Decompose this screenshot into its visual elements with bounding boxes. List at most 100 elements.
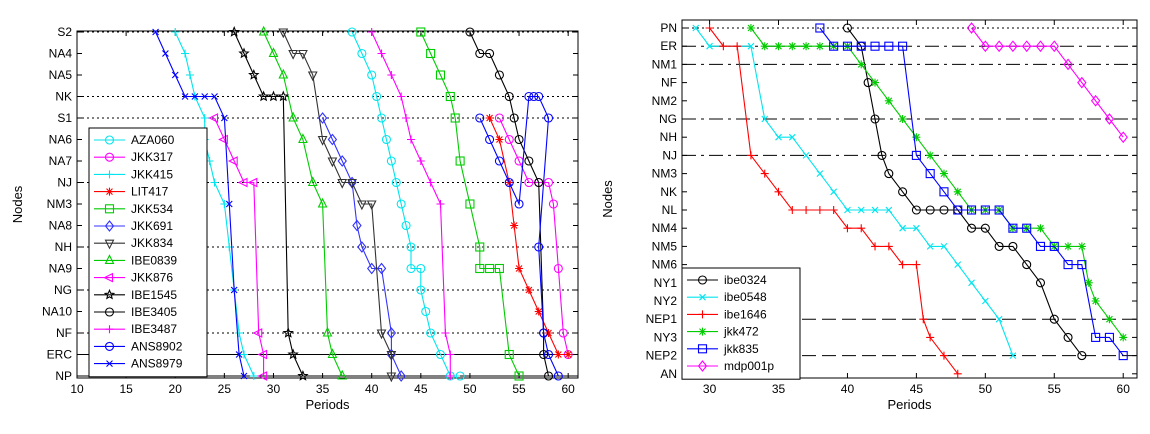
legend: ibe0324 ibe0548 ibe1646 jkk472 jkk835 mdp001p: [681, 267, 801, 380]
data-point: [1036, 224, 1045, 233]
y-tick-label: NM2: [652, 94, 678, 108]
data-point: [1077, 242, 1086, 251]
series-JKK534: [416, 27, 524, 381]
legend-entry: JKK834: [94, 236, 173, 250]
y-axis-label: Nodes: [600, 180, 615, 218]
data-point: [495, 135, 504, 144]
x-axis-label: Periods: [305, 397, 350, 412]
legend-marker: [103, 288, 116, 300]
legend-box: [88, 127, 208, 378]
legend-label: JKK834: [131, 236, 173, 250]
series-line: [371, 31, 451, 376]
data-point: [227, 156, 238, 166]
series-line: [263, 31, 343, 377]
data-point: [553, 263, 563, 274]
data-point: [544, 329, 553, 337]
data-point: [494, 70, 504, 80]
legend-marker: [699, 293, 706, 301]
data-point: [406, 242, 416, 252]
data-point: [1009, 352, 1017, 359]
data-point: [939, 351, 948, 360]
y-tick-label: NJ: [662, 148, 677, 162]
x-tick-label: 60: [561, 382, 575, 396]
data-point: [939, 169, 948, 178]
data-point: [367, 70, 377, 80]
y-tick-label: NA6: [49, 133, 73, 147]
data-point: [524, 177, 534, 188]
data-point: [446, 372, 455, 380]
legend-marker: [104, 239, 115, 250]
y-tick-label: AN: [660, 367, 677, 381]
data-point: [760, 169, 769, 178]
y-axis-label: Nodes: [10, 185, 25, 223]
data-point: [238, 47, 250, 59]
data-point: [1022, 223, 1032, 233]
data-point: [327, 157, 338, 168]
series-line: [847, 27, 1083, 356]
data-point: [220, 200, 229, 208]
data-point: [257, 349, 268, 360]
data-point: [510, 221, 519, 230]
data-point: [455, 156, 465, 166]
right-chart: PN ER NM1 NF NM2 NG NH NJ NM3 NK NL NM4 NM5 NM6 NY1 NY2…: [600, 19, 1138, 412]
data-point: [235, 329, 244, 337]
data-point: [802, 42, 811, 51]
data-point: [465, 199, 475, 209]
data-point: [252, 328, 263, 338]
data-point: [939, 205, 949, 215]
data-point: [1118, 351, 1128, 361]
data-point: [381, 134, 391, 145]
y-tick-label: NEP2: [646, 349, 678, 363]
y-tick-label: NEP1: [646, 312, 678, 326]
legend-entry: AZA060: [94, 133, 175, 147]
data-point: [1118, 131, 1128, 144]
y-tick-label: NH: [55, 240, 72, 254]
series-line: [971, 27, 1124, 138]
series-line: [489, 117, 569, 356]
data-point: [386, 350, 397, 361]
data-point: [455, 371, 465, 381]
series-AZA060: [347, 27, 465, 381]
series-line: [819, 27, 1124, 356]
data-point: [912, 133, 921, 142]
data-point: [926, 333, 935, 342]
data-point: [939, 187, 949, 197]
data-point: [426, 178, 435, 187]
data-point: [898, 115, 907, 123]
y-tick-label: NH: [660, 130, 677, 144]
data-point: [258, 90, 270, 102]
data-point: [1105, 315, 1114, 324]
legend-label: mdp001p: [724, 359, 774, 373]
data-point: [899, 224, 906, 232]
data-point: [337, 155, 347, 167]
data-point: [966, 223, 977, 233]
y-tick-label: NM1: [652, 57, 678, 71]
data-point: [278, 68, 289, 79]
data-point: [898, 41, 908, 51]
legend-label: ANS8979: [131, 357, 183, 371]
data-point: [926, 151, 935, 160]
data-point: [1084, 278, 1093, 287]
data-point: [201, 93, 209, 100]
data-point: [692, 24, 700, 32]
legend-label: ibe0324: [724, 273, 767, 287]
data-point: [347, 178, 357, 189]
data-point: [504, 134, 514, 145]
data-point: [877, 150, 887, 160]
legend-label: ANS8902: [131, 339, 183, 353]
legend-marker: [697, 275, 708, 285]
data-point: [268, 47, 279, 58]
data-point: [225, 200, 233, 208]
data-point: [788, 133, 796, 141]
data-point: [857, 206, 865, 214]
data-point: [524, 286, 533, 294]
data-point: [401, 220, 411, 231]
data-point: [925, 205, 935, 215]
data-point: [954, 261, 962, 268]
data-point: [871, 242, 880, 251]
series-line: [420, 31, 520, 377]
data-point: [564, 350, 573, 359]
data-point: [367, 262, 377, 275]
data-point: [386, 327, 397, 339]
